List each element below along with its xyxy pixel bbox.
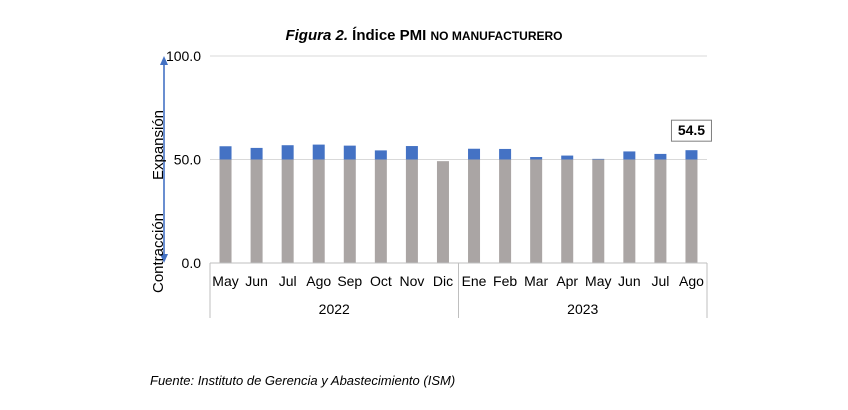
pmi-bar-chart: 0.0 50.0 100.0 Expansión Contracción May Jun Ju… [150, 48, 712, 318]
figure-title-word: Índice PMI [352, 27, 427, 44]
bar-base [250, 159, 263, 263]
figure-label: Figura 2. [285, 27, 348, 44]
x-tick-label: Sep [337, 273, 362, 289]
x-tick-label: Apr [556, 273, 578, 289]
bar-expansion [623, 151, 636, 160]
bar-base [436, 161, 449, 263]
y-tick-label: 100.0 [166, 48, 201, 64]
x-tick-label: Ago [679, 273, 704, 289]
bar-base [405, 159, 418, 263]
x-tick-label: May [212, 273, 238, 289]
x-tick-label: Jun [245, 273, 268, 289]
x-tick-label: Jul [651, 273, 669, 289]
bar-expansion [343, 145, 356, 160]
x-tick-label: Feb [493, 273, 517, 289]
bar-expansion [250, 147, 263, 160]
bar-base [685, 159, 698, 263]
bar-expansion [312, 144, 325, 160]
bar-base [499, 159, 512, 263]
bar-expansion [592, 158, 605, 160]
arrow-up-icon [160, 56, 168, 65]
group-label: 2023 [567, 301, 598, 317]
x-tick-label: Jun [618, 273, 641, 289]
bar-base [312, 159, 325, 263]
expansion-label: Expansión [150, 110, 167, 180]
x-tick-label: Nov [399, 273, 424, 289]
bar-base [343, 159, 356, 263]
bar-expansion [405, 146, 418, 160]
bar-base [592, 159, 605, 263]
bar-expansion [654, 153, 667, 160]
y-tick-label: 50.0 [174, 152, 201, 168]
source-note: Fuente: Instituto de Gerencia y Abasteci… [150, 373, 456, 388]
x-tick-label: Ene [462, 273, 487, 289]
y-tick-label: 0.0 [182, 255, 202, 271]
bar-base [219, 159, 232, 263]
bar-base [654, 159, 667, 263]
bar-expansion [468, 148, 481, 160]
bar-base [561, 159, 574, 263]
bar-expansion [499, 148, 512, 160]
data-label-box [670, 119, 712, 142]
x-tick-label: Oct [370, 273, 392, 289]
bar-expansion [685, 150, 698, 160]
bar-expansion [561, 155, 574, 160]
x-tick-label: Mar [524, 273, 548, 289]
bar-base [468, 159, 481, 263]
x-tick-label: Jul [279, 273, 297, 289]
bar-base [281, 159, 294, 263]
bar-expansion [530, 157, 543, 160]
figure-title: Figura 2. Índice PMI NO MANUFACTURERO [0, 27, 848, 44]
contraction-label: Contracción [150, 213, 167, 293]
bar-base [374, 159, 387, 263]
x-tick-label: Ago [306, 273, 331, 289]
bar-expansion [281, 145, 294, 160]
group-label: 2022 [319, 301, 350, 317]
bar-base [623, 159, 636, 263]
data-label: 54.5 [678, 122, 705, 138]
x-tick-label: May [585, 273, 611, 289]
bar-expansion [219, 146, 232, 160]
x-tick-label: Dic [433, 273, 453, 289]
bar-base [530, 159, 543, 263]
bar-expansion [374, 150, 387, 160]
figure-title-rest: NO MANUFACTURERO [430, 29, 563, 43]
arrow-down-icon [160, 254, 168, 263]
